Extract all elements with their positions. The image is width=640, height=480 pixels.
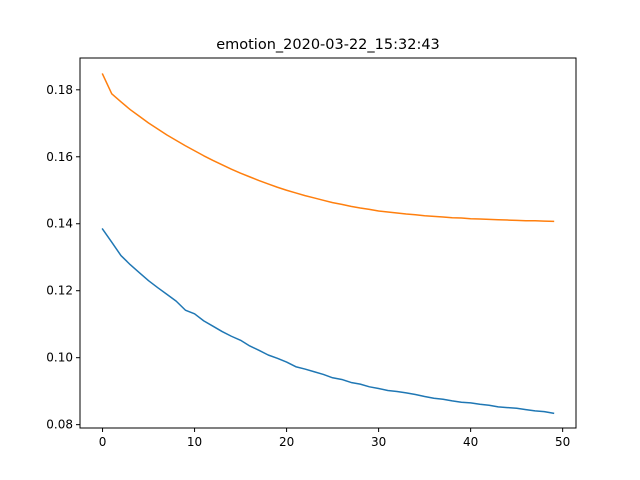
y-tick-label: 0.12 xyxy=(46,284,73,298)
x-tick-label: 10 xyxy=(187,435,202,449)
series-layer xyxy=(101,73,555,415)
y-axis: 0.08 0.10 0.12 0.14 0.16 0.18 xyxy=(46,83,80,432)
series-line-1 xyxy=(101,228,555,415)
y-tick-label: 0.14 xyxy=(46,217,73,231)
chart-title: emotion_2020-03-22_15:32:43 xyxy=(216,37,440,53)
plot-frame xyxy=(79,57,577,429)
x-axis: 0 10 20 30 40 50 xyxy=(99,428,570,449)
x-tick-label: 40 xyxy=(463,435,478,449)
series-line-2 xyxy=(101,73,555,223)
x-tick-label: 20 xyxy=(279,435,294,449)
x-tick-label: 0 xyxy=(99,435,107,449)
y-tick-label: 0.16 xyxy=(46,150,73,164)
y-tick-label: 0.10 xyxy=(46,351,73,365)
x-tick-label: 50 xyxy=(555,435,570,449)
plot-area xyxy=(80,58,576,428)
y-tick-label: 0.18 xyxy=(46,83,73,97)
y-tick-label: 0.08 xyxy=(46,418,73,432)
x-tick-label: 30 xyxy=(371,435,386,449)
